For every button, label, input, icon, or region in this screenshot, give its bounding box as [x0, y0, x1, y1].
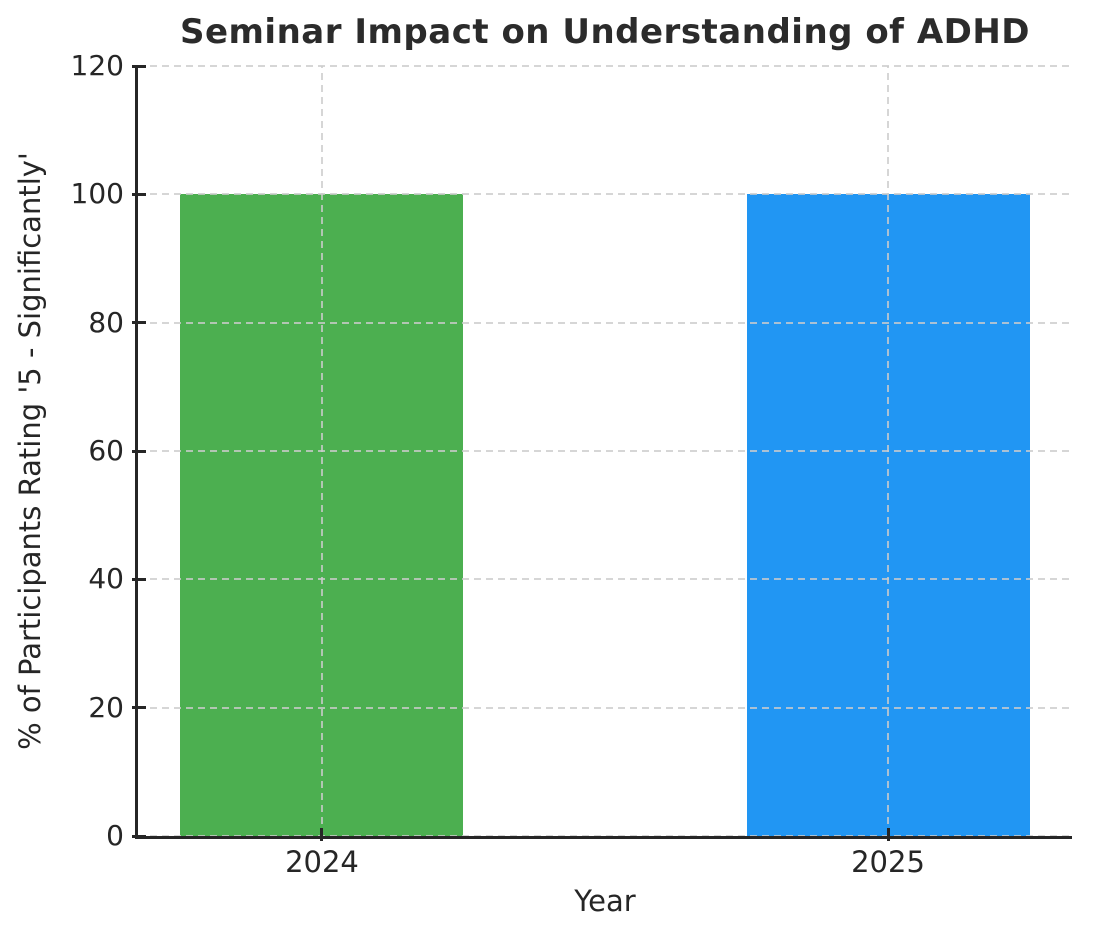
y-tick-120 [132, 64, 146, 68]
h-gridline-80 [138, 321, 1072, 324]
y-tick-label-80: 80 [88, 305, 124, 339]
y-tick-label-20: 20 [88, 690, 124, 724]
y-tick-100 [132, 192, 146, 196]
y-tick-label-0: 0 [106, 819, 124, 852]
h-gridline-60 [138, 450, 1072, 452]
h-gridline-20 [138, 706, 1072, 709]
y-tick-20 [132, 706, 146, 710]
left-spine [135, 66, 138, 839]
y-tick-label-120: 120 [70, 49, 124, 82]
y-tick-label-100: 100 [70, 177, 124, 211]
y-tick-label-60: 60 [88, 434, 124, 467]
y-tick-label-40: 40 [88, 562, 124, 596]
x-tick-2024 [320, 828, 324, 841]
h-gridline-40 [138, 578, 1072, 581]
v-gridline-2025 [887, 66, 890, 836]
h-gridline-120 [138, 65, 1072, 67]
x-tick-label-2025: 2025 [851, 845, 925, 879]
x-tick-2025 [886, 828, 890, 841]
x-axis-label: Year [574, 884, 636, 918]
y-tick-0 [132, 834, 146, 838]
y-tick-80 [132, 321, 146, 325]
chart-title: Seminar Impact on Understanding of ADHD [179, 12, 1031, 52]
v-gridline-2024 [320, 66, 323, 836]
h-gridline-100 [138, 193, 1072, 196]
x-tick-label-2024: 2024 [285, 845, 359, 879]
bottom-spine [135, 836, 1072, 839]
y-tick-60 [132, 449, 146, 453]
y-tick-40 [132, 577, 146, 581]
